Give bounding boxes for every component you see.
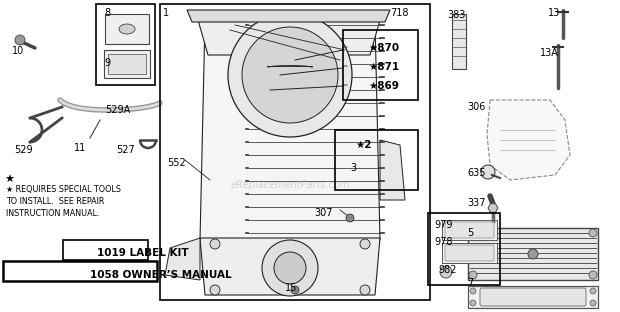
Text: 3: 3 [350,163,356,173]
Text: 383: 383 [447,10,466,20]
Text: 1019 LABEL KIT: 1019 LABEL KIT [97,248,188,258]
Circle shape [346,214,354,222]
Text: 982: 982 [438,265,456,275]
Text: 13: 13 [548,8,560,18]
Circle shape [440,266,452,278]
Bar [105,14,149,44]
Circle shape [262,240,318,296]
Polygon shape [487,100,570,180]
Circle shape [470,288,476,294]
FancyBboxPatch shape [480,288,586,306]
Text: 718: 718 [390,8,409,18]
Bar [468,286,598,308]
Circle shape [589,271,597,279]
Text: 13A: 13A [540,48,559,58]
Text: 15: 15 [285,283,298,293]
Text: 306: 306 [467,102,485,112]
Text: 1058 OWNER’S MANUAL: 1058 OWNER’S MANUAL [90,270,232,280]
Text: 10: 10 [12,46,24,56]
Circle shape [242,27,338,123]
Bar [63,240,148,260]
Text: 979: 979 [434,220,453,230]
Text: eReplacementParts.com: eReplacementParts.com [230,180,350,190]
Text: 7: 7 [467,278,473,288]
Text: 529: 529 [14,145,33,155]
Polygon shape [200,238,380,295]
Polygon shape [198,20,380,55]
Bar [468,228,598,280]
Bar [428,213,500,285]
Ellipse shape [119,24,135,34]
Text: 8: 8 [104,8,110,18]
Bar [343,30,418,100]
Bar [452,14,466,69]
FancyBboxPatch shape [445,222,494,238]
Circle shape [360,285,370,295]
Circle shape [589,229,597,237]
Text: ★ REQUIRES SPECIAL TOOLS
TO INSTALL.  SEE REPAIR
INSTRUCTION MANUAL.: ★ REQUIRES SPECIAL TOOLS TO INSTALL. SEE… [6,185,121,217]
Circle shape [481,165,495,179]
Circle shape [470,300,476,306]
Bar [442,243,497,263]
Circle shape [210,285,220,295]
Circle shape [590,288,596,294]
Circle shape [15,35,25,45]
Circle shape [469,229,477,237]
Polygon shape [200,20,380,240]
Bar [160,4,430,300]
Text: ★869: ★869 [368,81,399,91]
Text: 529A: 529A [105,105,130,115]
Circle shape [291,286,299,294]
Circle shape [210,239,220,249]
Text: 11: 11 [74,143,86,153]
Text: 1: 1 [163,8,169,18]
Text: ★870: ★870 [368,43,399,53]
Text: ★2: ★2 [355,140,371,150]
Bar [3,261,157,281]
Text: 5: 5 [467,228,473,238]
Text: 9: 9 [104,58,110,68]
Circle shape [590,300,596,306]
Polygon shape [380,140,405,200]
Text: 307: 307 [314,208,332,218]
Circle shape [469,271,477,279]
Polygon shape [488,204,498,212]
Text: 635: 635 [467,168,485,178]
FancyBboxPatch shape [445,245,494,261]
Text: ★871: ★871 [368,62,399,72]
Bar [108,54,146,74]
Polygon shape [187,10,390,22]
Text: 527: 527 [116,145,135,155]
Circle shape [274,252,306,284]
Text: 978: 978 [434,237,453,247]
Circle shape [360,239,370,249]
Bar [96,4,155,85]
Text: 552: 552 [167,158,186,168]
Text: ★: ★ [4,175,14,185]
Bar [335,130,418,190]
Polygon shape [165,238,200,280]
Bar [442,220,497,240]
Circle shape [228,13,352,137]
Text: 337: 337 [467,198,485,208]
Bar [104,50,150,78]
Circle shape [528,249,538,259]
